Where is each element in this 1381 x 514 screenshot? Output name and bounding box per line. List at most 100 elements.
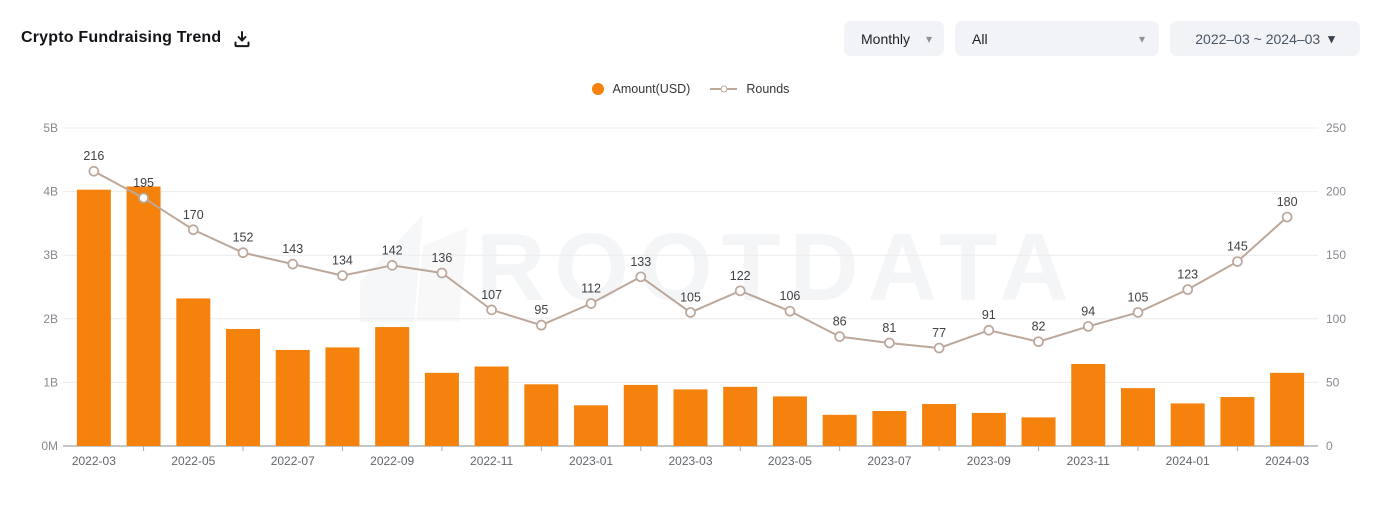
rounds-value-label: 123: [1177, 268, 1198, 282]
bar-2023-09[interactable]: [971, 412, 1006, 446]
bar-2022-09[interactable]: [375, 327, 410, 446]
rounds-point-2023-05[interactable]: [784, 305, 796, 317]
rounds-value-label: 152: [233, 231, 254, 245]
rounds-point-2024-01[interactable]: [1182, 284, 1194, 295]
rounds-point-2022-11[interactable]: [486, 304, 497, 316]
bar-2023-12[interactable]: [1120, 388, 1155, 446]
rounds-point-2023-12[interactable]: [1132, 307, 1144, 318]
bar-2023-10[interactable]: [1021, 417, 1056, 446]
rounds-point-2023-03[interactable]: [685, 307, 696, 318]
rounds-point-2023-06[interactable]: [834, 331, 846, 342]
right-axis-tick: 200: [1326, 185, 1346, 199]
rounds-point-2022-09[interactable]: [386, 260, 398, 271]
bar-2024-02[interactable]: [1220, 397, 1255, 446]
bar-2023-08[interactable]: [922, 404, 957, 446]
download-icon[interactable]: [233, 30, 251, 48]
bar-2022-03[interactable]: [76, 189, 111, 446]
rounds-value-label: 112: [581, 282, 601, 296]
legend-rounds-label: Rounds: [746, 82, 790, 96]
bar-2022-04[interactable]: [126, 186, 161, 446]
rounds-point-2023-04[interactable]: [734, 285, 746, 297]
bar-2023-11[interactable]: [1071, 363, 1106, 446]
rounds-point-2022-06[interactable]: [237, 247, 249, 259]
rounds-point-2022-07[interactable]: [287, 258, 299, 270]
category-select[interactable]: All ▾: [955, 21, 1159, 56]
left-axis-tick: 0M: [41, 439, 58, 453]
bar-2022-05[interactable]: [176, 298, 211, 446]
bar-2023-05[interactable]: [772, 396, 807, 446]
bar-2022-07[interactable]: [275, 349, 310, 446]
rounds-value-label: 77: [932, 326, 946, 340]
bar-2023-01[interactable]: [574, 405, 609, 446]
bar-2022-06[interactable]: [226, 328, 261, 446]
right-axis-tick: 150: [1326, 248, 1346, 262]
rounds-point-2022-10[interactable]: [436, 267, 448, 279]
rounds-point-2023-07[interactable]: [884, 337, 895, 349]
legend-item-rounds[interactable]: Rounds: [710, 82, 789, 96]
bar-2024-03[interactable]: [1270, 372, 1305, 446]
right-axis-tick: 250: [1326, 121, 1346, 135]
rounds-point-2023-09[interactable]: [983, 324, 995, 336]
rounds-point-2022-08[interactable]: [337, 270, 348, 281]
interval-select-value: Monthly: [861, 30, 911, 47]
rounds-point-2024-03[interactable]: [1281, 211, 1293, 223]
left-axis-tick: 4B: [43, 185, 58, 199]
date-range-select[interactable]: 2022–03 ~ 2024–03 ▾: [1170, 21, 1360, 56]
bar-2023-02[interactable]: [623, 384, 658, 446]
rounds-point-2023-01[interactable]: [585, 298, 597, 309]
rounds-value-label: 134: [332, 254, 353, 268]
rounds-value-label: 122: [730, 269, 751, 283]
x-axis-label: 2024-01: [1166, 454, 1210, 468]
x-axis-label: 2023-09: [967, 454, 1011, 468]
left-axis-tick: 1B: [43, 375, 58, 389]
rounds-point-2023-11[interactable]: [1082, 321, 1094, 332]
rounds-point-2023-10[interactable]: [1033, 336, 1044, 348]
page-title: Crypto Fundraising Trend: [21, 29, 222, 46]
rounds-line: [93, 170, 1288, 350]
bar-2022-08[interactable]: [325, 347, 360, 446]
legend-item-amount[interactable]: Amount(USD): [591, 82, 691, 96]
rounds-point-2022-12[interactable]: [535, 319, 547, 331]
rounds-value-label: 81: [882, 321, 896, 335]
chevron-down-icon: ▾: [925, 31, 932, 46]
chart-legend: Amount(USD) Rounds: [0, 82, 1381, 96]
amount-series-marker-icon: [591, 83, 604, 95]
rounds-value-label: 107: [481, 288, 502, 302]
bar-2022-10[interactable]: [424, 372, 459, 446]
bar-2022-12[interactable]: [524, 384, 559, 446]
rounds-value-label: 180: [1277, 195, 1298, 209]
rounds-value-label: 133: [630, 255, 651, 269]
bar-2022-11[interactable]: [474, 366, 509, 447]
rounds-point-2024-02[interactable]: [1232, 256, 1243, 267]
rounds-point-2022-04[interactable]: [138, 192, 149, 204]
x-axis-label: 2022-07: [271, 454, 315, 468]
bar-2023-03[interactable]: [673, 389, 708, 446]
rounds-point-2023-08[interactable]: [933, 342, 945, 354]
legend-amount-label: Amount(USD): [612, 82, 691, 96]
rounds-point-2022-05[interactable]: [187, 224, 199, 236]
category-select-value: All: [972, 30, 988, 47]
x-axis-label: 2023-03: [668, 454, 712, 468]
bar-2023-04[interactable]: [723, 386, 758, 446]
x-axis-label: 2023-11: [1067, 454, 1110, 468]
left-axis-tick: 5B: [43, 121, 58, 135]
rounds-value-label: 143: [282, 242, 303, 256]
bar-2023-07[interactable]: [872, 411, 907, 446]
right-axis-tick: 50: [1326, 375, 1340, 389]
x-axis-label: 2024-03: [1265, 454, 1309, 468]
bar-2023-06[interactable]: [822, 414, 857, 446]
rounds-value-label: 195: [133, 176, 154, 190]
rounds-value-label: 105: [680, 290, 701, 304]
interval-select[interactable]: Monthly ▾: [844, 21, 944, 56]
rounds-value-label: 94: [1081, 304, 1095, 318]
rounds-value-label: 136: [431, 251, 452, 265]
rounds-value-label: 91: [982, 308, 996, 322]
rounds-value-label: 82: [1032, 320, 1046, 334]
bar-2024-01[interactable]: [1170, 403, 1205, 446]
rounds-point-2022-03[interactable]: [88, 165, 100, 177]
rounds-value-label: 170: [183, 208, 204, 222]
chart-header: Crypto Fundraising Trend: [21, 28, 251, 48]
rounds-value-label: 86: [833, 315, 847, 329]
rounds-point-2023-02[interactable]: [635, 271, 647, 283]
